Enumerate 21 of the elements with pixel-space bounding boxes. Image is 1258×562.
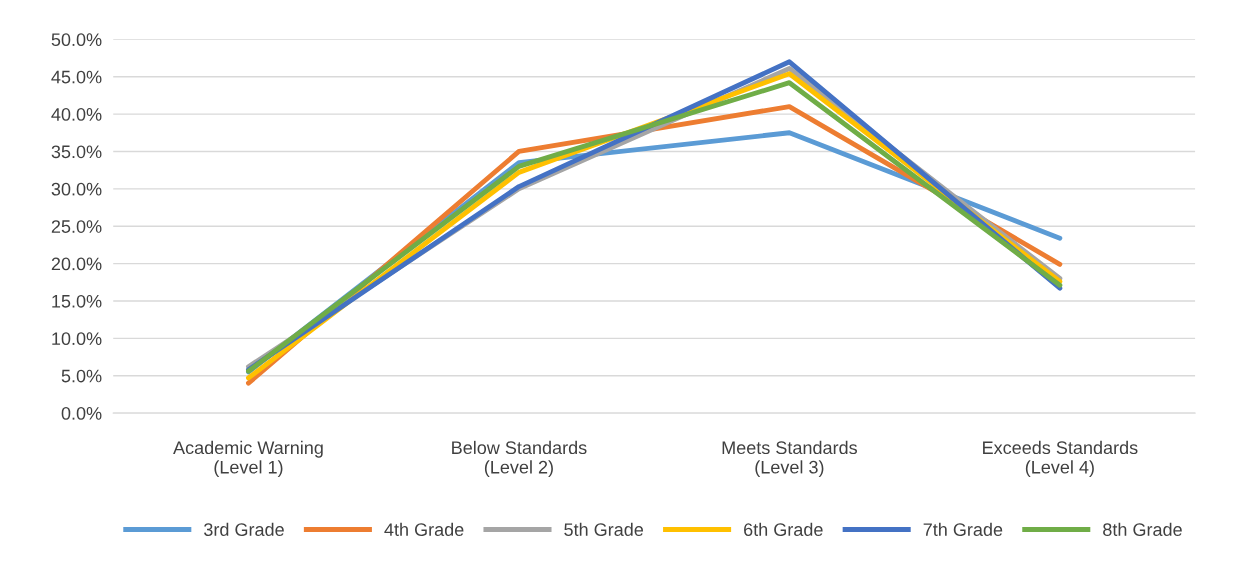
- y-tick-label: 30.0%: [51, 182, 102, 196]
- x-tick-label: Exceeds Standards (Level 4): [983, 440, 1138, 478]
- y-tick-label: 45.0%: [51, 70, 102, 84]
- y-tick-label: 40.0%: [51, 108, 102, 121]
- y-tick-label: 35.0%: [51, 145, 102, 159]
- legend-label: 8th Grade: [1103, 522, 1182, 537]
- y-tick-label: 5.0%: [61, 369, 102, 383]
- x-tick-label: Below Standards (Level 2): [452, 440, 587, 478]
- legend-label: 7th Grade: [923, 522, 1003, 537]
- legend-label: 5th Grade: [564, 522, 644, 537]
- y-tick-label: 20.0%: [51, 257, 102, 271]
- y-tick-label: 10.0%: [52, 332, 102, 346]
- legend-label: 4th Grade: [384, 522, 464, 537]
- y-tick-label: 15.0%: [52, 294, 102, 308]
- y-tick-label: 25.0%: [51, 220, 102, 233]
- x-tick-label: Meets Standards (Level 3): [722, 440, 857, 478]
- legend-label: 6th Grade: [744, 522, 823, 537]
- y-tick-label: 0.0%: [61, 407, 102, 420]
- legend-label: 3rd Grade: [204, 522, 284, 537]
- y-tick-label: 50.0%: [51, 33, 102, 47]
- x-tick-label: Academic Warning (Level 1): [173, 440, 323, 478]
